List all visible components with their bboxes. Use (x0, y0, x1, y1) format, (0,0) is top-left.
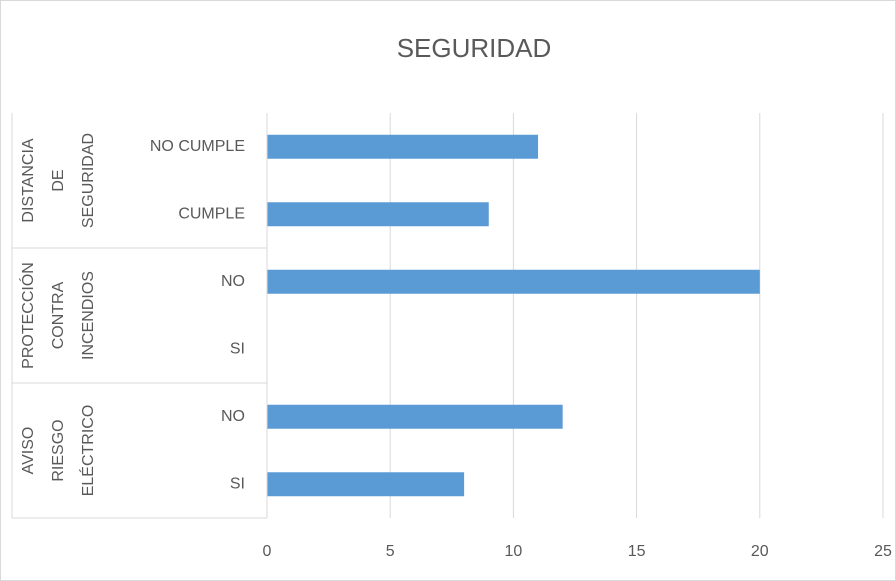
bar (267, 134, 539, 159)
y-tick-label: NO (221, 408, 245, 425)
group-label: SEGURIDAD (80, 133, 97, 228)
chart-title: SEGURIDAD (397, 33, 552, 63)
x-tick-label: 15 (628, 543, 646, 560)
x-tick-label: 25 (874, 543, 892, 560)
group-label: DISTANCIA (20, 138, 37, 222)
y-tick-label: NO CUMPLE (150, 138, 245, 155)
bar (267, 472, 465, 497)
group-label: ELÉCTRICO (78, 405, 97, 497)
y-tick-label: CUMPLE (178, 205, 245, 222)
x-tick-label: 0 (263, 543, 272, 560)
bar (267, 269, 760, 294)
y-tick-label: NO (221, 273, 245, 290)
group-label: RIESGO (50, 419, 67, 481)
group-label: AVISO (20, 427, 37, 475)
group-label: DE (50, 169, 67, 191)
x-tick-label: 5 (386, 543, 395, 560)
x-tick-label: 20 (751, 543, 769, 560)
group-label: INCENDIOS (80, 271, 97, 360)
bar (267, 202, 489, 227)
y-tick-label: SI (230, 340, 245, 357)
bar (267, 404, 563, 429)
group-label: CONTRA (50, 281, 67, 349)
y-tick-label: SI (230, 475, 245, 492)
group-label: PROTECCIÓN (18, 262, 37, 369)
x-tick-label: 10 (505, 543, 523, 560)
